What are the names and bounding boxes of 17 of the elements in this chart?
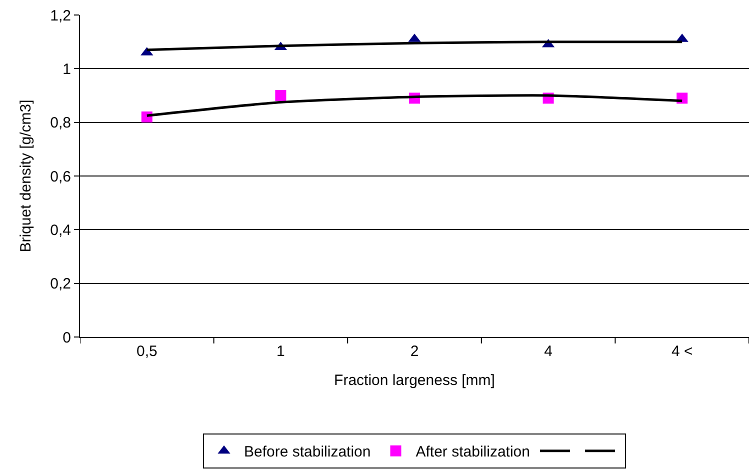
x-tick-label: 0,5 xyxy=(136,343,158,360)
y-tick-label: 1,2 xyxy=(50,7,71,24)
x-tick-label: 2 xyxy=(410,343,419,360)
y-axis-title: Briquet density [g/cm3] xyxy=(17,100,34,252)
y-tick-label: 0,8 xyxy=(50,114,71,132)
x-tick-label: 1 xyxy=(276,343,285,360)
y-tick-label: 0,2 xyxy=(50,276,71,293)
x-tick-label: 4 xyxy=(544,343,552,360)
y-tick-label: 0,4 xyxy=(50,222,71,239)
legend-label: After stabilization xyxy=(416,444,530,461)
y-tick-label: 0,6 xyxy=(50,168,71,186)
y-tick-label: 0 xyxy=(62,329,71,346)
x-tick-label: 4 < xyxy=(671,343,693,360)
x-axis-title: Fraction largeness [mm] xyxy=(334,372,495,389)
legend-label: Before stabilization xyxy=(244,444,371,461)
point xyxy=(275,90,286,101)
y-tick-label: 1 xyxy=(62,60,71,78)
